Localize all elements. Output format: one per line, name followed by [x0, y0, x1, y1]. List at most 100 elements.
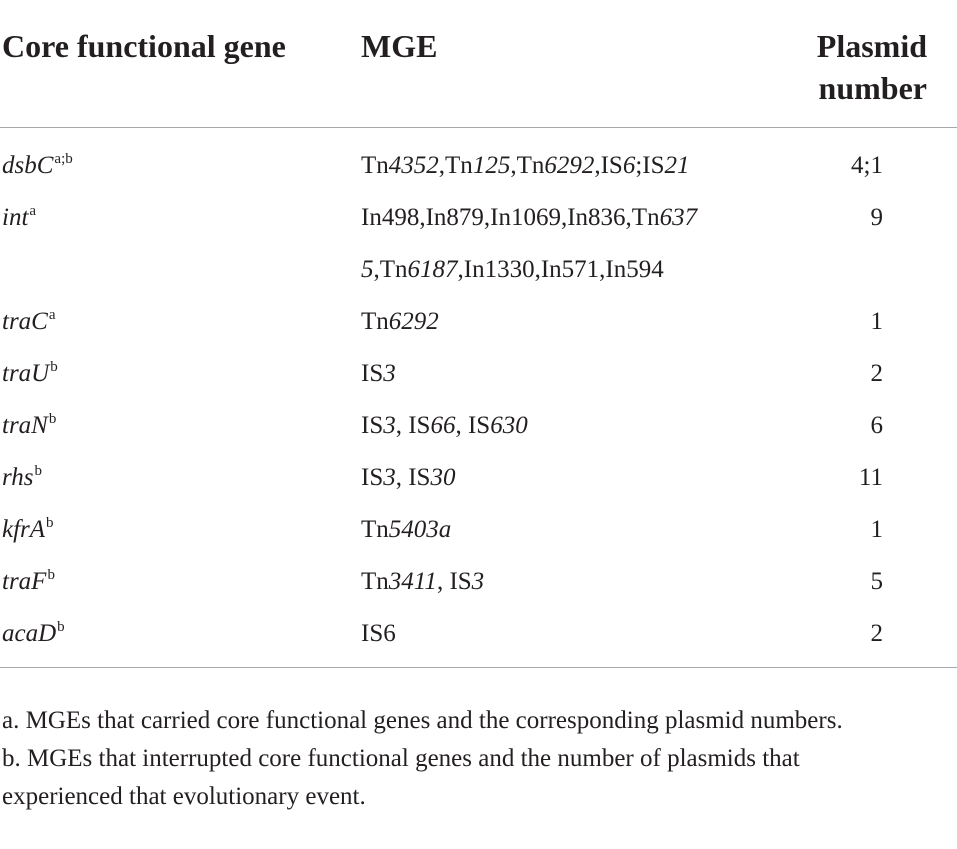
header-plasmid-number: Plasmid number — [817, 25, 927, 109]
mge-segment: 21 — [664, 152, 690, 179]
mge-segment: 6 — [622, 152, 636, 179]
mge-segment: Tn — [361, 308, 389, 335]
gene-superscript: a;b — [54, 151, 73, 167]
mge-segment: , IS — [395, 412, 431, 439]
mge-segment: , IS — [436, 568, 472, 595]
mge-segment: Tn — [361, 516, 389, 543]
mge-segment: 66 — [430, 412, 456, 439]
gene-superscript: a — [29, 203, 37, 219]
table-header: Core functional gene MGE Plasmid number — [0, 0, 957, 128]
cell-plasmid-number: 4;1 — [851, 152, 883, 179]
table-row: inta In498,In879,In1069,In836,Tn637 5,Tn61… — [0, 192, 957, 283]
footnote-b-line2: experienced that evolutionary event. — [2, 783, 366, 810]
mge-segment: ,Tn — [373, 256, 408, 283]
mge-segment: 3 — [471, 568, 485, 595]
gene-name: traF — [2, 568, 47, 595]
cell-mge: IS3 — [361, 348, 761, 400]
mge-segment: 3411 — [388, 568, 437, 595]
mge-segment: 5 — [361, 256, 374, 283]
cell-mge: IS6 — [361, 608, 761, 660]
footnotes: a. MGEs that carried core functional gen… — [2, 702, 952, 816]
mge-segment: 6292 — [544, 152, 595, 179]
mge-segment: ;IS — [635, 152, 665, 179]
mge-segment: 3 — [383, 412, 396, 439]
mge-segment: 5403a — [388, 516, 452, 543]
mge-line: Tn5403a — [361, 504, 761, 556]
mge-segment: ,IS — [594, 152, 623, 179]
mge-segment: ,In1330,In571,In594 — [457, 256, 664, 283]
mge-segment: , IS — [395, 464, 431, 491]
cell-gene: traFb — [2, 556, 55, 611]
mge-segment: 6187 — [407, 256, 458, 283]
gene-name: kfrA — [2, 516, 46, 543]
cell-plasmid-number: 2 — [870, 620, 884, 647]
cell-mge: Tn5403a — [361, 504, 761, 556]
gene-name: dsbC — [2, 152, 54, 179]
mge-line: IS6 — [361, 608, 761, 660]
mge-segment: ,Tn — [438, 152, 473, 179]
table-row: traUb IS3 2 — [0, 348, 957, 400]
cell-mge: In498,In879,In1069,In836,Tn637 5,Tn6187,I… — [361, 192, 761, 296]
cell-plasmid-number: 2 — [870, 360, 884, 387]
header-plasmid-line1: Plasmid — [816, 28, 927, 64]
mge-segment: 3 — [383, 464, 396, 491]
mge-segment: In498,In879,In1069,In836,Tn — [361, 204, 660, 231]
mge-segment: Tn — [361, 568, 389, 595]
footnote-a: a. MGEs that carried core functional gen… — [2, 707, 843, 734]
mge-line: IS3, IS66, IS630 — [361, 400, 761, 452]
gene-name: traU — [2, 360, 50, 387]
gene-superscript: a — [48, 307, 56, 323]
cell-gene: rhsb — [2, 452, 42, 507]
cell-gene: dsbCa;b — [2, 140, 73, 195]
mge-line: Tn6292 — [361, 296, 761, 348]
cell-plasmid-number: 11 — [858, 464, 883, 491]
gene-superscript: b — [34, 463, 43, 479]
cell-plasmid-number: 6 — [870, 412, 884, 439]
gene-superscript: b — [48, 411, 57, 427]
cell-mge: Tn3411, IS3 — [361, 556, 761, 608]
cell-gene: traNb — [2, 400, 56, 455]
mge-segment: 4352 — [388, 152, 439, 179]
gene-superscript: b — [47, 567, 55, 583]
cell-mge: Tn4352,Tn125,Tn6292,IS6;IS21 — [361, 140, 761, 192]
header-core-functional-gene: Core functional gene — [2, 28, 286, 64]
table-row: acaDb IS6 2 — [0, 608, 957, 660]
mge-segment: IS — [361, 360, 384, 387]
cell-gene: kfrAb — [2, 504, 54, 559]
gene-name: traN — [2, 412, 48, 439]
gene-superscript: b — [57, 619, 65, 635]
mge-segment: ,Tn — [510, 152, 545, 179]
gene-superscript: b — [46, 515, 54, 531]
mge-segment: , IS — [455, 412, 491, 439]
mge-segment: 637 — [659, 204, 698, 231]
gene-name: int — [2, 204, 29, 231]
header-mge: MGE — [361, 28, 438, 64]
header-plasmid-line2: number — [818, 70, 927, 106]
mge-segment: 3 — [383, 360, 396, 387]
mge-segment: 6292 — [388, 308, 439, 335]
mge-segment: 125 — [472, 152, 511, 179]
mge-line: Tn4352,Tn125,Tn6292,IS6;IS21 — [361, 140, 761, 192]
mge-segment: IS — [361, 412, 384, 439]
table-row: dsbCa;b Tn4352,Tn125,Tn6292,IS6;IS21 4;1 — [0, 140, 957, 192]
mge-line: IS3 — [361, 348, 761, 400]
gene-name: rhs — [2, 464, 34, 491]
cell-mge: Tn6292 — [361, 296, 761, 348]
table-row: traCa Tn6292 1 — [0, 296, 957, 348]
mge-line: IS3, IS30 — [361, 452, 761, 504]
table-row: traNb IS3, IS66, IS630 6 — [0, 400, 957, 452]
mge-segment: 30 — [430, 464, 456, 491]
gene-name: traC — [2, 308, 48, 335]
cell-plasmid-number: 1 — [870, 308, 884, 335]
cell-plasmid-number: 1 — [870, 516, 884, 543]
table-row: traFb Tn3411, IS3 5 — [0, 556, 957, 608]
data-table: Core functional gene MGE Plasmid number … — [0, 0, 957, 668]
mge-segment: Tn — [361, 152, 389, 179]
mge-line: 5,Tn6187,In1330,In571,In594 — [361, 244, 761, 296]
gene-superscript: b — [50, 359, 58, 375]
cell-gene: traUb — [2, 348, 58, 403]
gene-name: acaD — [2, 620, 57, 647]
mge-line: Tn3411, IS3 — [361, 556, 761, 608]
table-body: dsbCa;b Tn4352,Tn125,Tn6292,IS6;IS21 4;1 in… — [0, 128, 957, 668]
mge-segment: IS6 — [361, 620, 396, 647]
